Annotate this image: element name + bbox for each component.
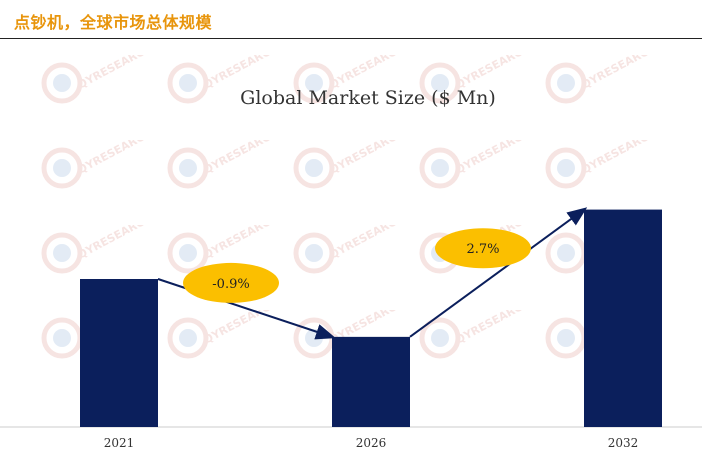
growth-arrow — [409, 207, 588, 338]
page-title: 点钞机，全球市场总体规模 — [14, 13, 213, 32]
bar-2032 — [584, 209, 662, 427]
cagr-bubble — [183, 262, 279, 303]
x-tick-label: 2026 — [356, 436, 387, 450]
x-tick-label: 2032 — [608, 436, 639, 450]
cagr-label: 2.7% — [466, 242, 499, 257]
growth-arrows: -0.9% 2.7% — [157, 207, 588, 340]
chart-title: Global Market Size ($ Mn) — [240, 87, 496, 109]
cagr-label: -0.9% — [212, 277, 249, 292]
header-divider — [0, 38, 702, 39]
x-tick-labels: 2021 2026 2032 — [104, 436, 639, 450]
bar-group — [80, 209, 662, 427]
bar-2021 — [80, 279, 158, 427]
x-tick-label: 2021 — [104, 436, 135, 450]
bar-2026 — [332, 336, 410, 427]
cagr-bubble — [435, 228, 531, 269]
